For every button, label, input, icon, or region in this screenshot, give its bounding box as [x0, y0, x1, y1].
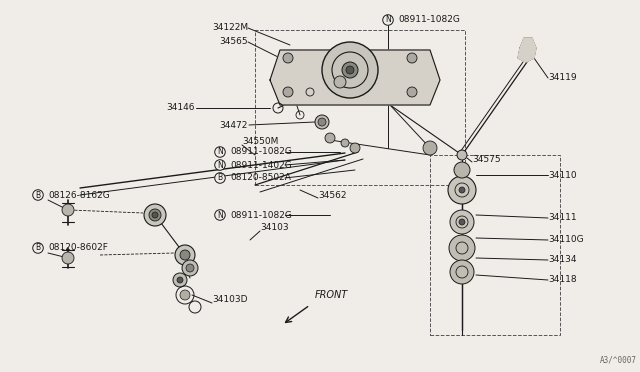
- Text: 34118: 34118: [548, 276, 577, 285]
- Circle shape: [315, 115, 329, 129]
- Circle shape: [283, 53, 293, 63]
- Polygon shape: [270, 50, 440, 105]
- Circle shape: [407, 53, 417, 63]
- Polygon shape: [518, 38, 536, 62]
- Text: 34562: 34562: [318, 190, 346, 199]
- Circle shape: [407, 87, 417, 97]
- Text: A3/^0007: A3/^0007: [600, 356, 637, 365]
- Text: 34110: 34110: [548, 170, 577, 180]
- Circle shape: [322, 42, 378, 98]
- Circle shape: [173, 273, 187, 287]
- Circle shape: [177, 277, 183, 283]
- Text: 34110G: 34110G: [548, 235, 584, 244]
- Circle shape: [325, 133, 335, 143]
- Circle shape: [341, 139, 349, 147]
- Text: 08126-8162G: 08126-8162G: [48, 190, 109, 199]
- Circle shape: [175, 245, 195, 265]
- Text: N: N: [217, 148, 223, 157]
- Text: 34565: 34565: [220, 38, 248, 46]
- Text: 34122M: 34122M: [212, 23, 248, 32]
- Circle shape: [459, 219, 465, 225]
- Circle shape: [459, 187, 465, 193]
- Circle shape: [180, 290, 190, 300]
- Text: 08911-1402G: 08911-1402G: [230, 160, 292, 170]
- Circle shape: [454, 162, 470, 178]
- Text: 34550M: 34550M: [242, 138, 278, 147]
- Circle shape: [144, 204, 166, 226]
- Text: 34103D: 34103D: [212, 295, 248, 305]
- Circle shape: [457, 150, 467, 160]
- Circle shape: [448, 176, 476, 204]
- Circle shape: [180, 250, 190, 260]
- Text: N: N: [217, 160, 223, 170]
- Circle shape: [62, 204, 74, 216]
- Text: B: B: [35, 190, 40, 199]
- Text: 34134: 34134: [548, 256, 577, 264]
- Circle shape: [186, 264, 194, 272]
- Text: 34146: 34146: [166, 103, 195, 112]
- Circle shape: [350, 143, 360, 153]
- Text: 08911-1082G: 08911-1082G: [398, 16, 460, 25]
- Text: FRONT: FRONT: [315, 290, 348, 300]
- Circle shape: [449, 235, 475, 261]
- Circle shape: [450, 210, 474, 234]
- Circle shape: [342, 62, 358, 78]
- Circle shape: [334, 76, 346, 88]
- Circle shape: [450, 260, 474, 284]
- Text: 34103: 34103: [260, 224, 289, 232]
- Circle shape: [346, 66, 354, 74]
- Text: 08120-8602F: 08120-8602F: [48, 244, 108, 253]
- Text: 08120-8502A: 08120-8502A: [230, 173, 291, 183]
- Circle shape: [152, 212, 158, 218]
- Bar: [255, 30, 465, 185]
- Circle shape: [318, 118, 326, 126]
- Text: B: B: [218, 173, 223, 183]
- Circle shape: [423, 141, 437, 155]
- Text: B: B: [35, 244, 40, 253]
- Text: N: N: [385, 16, 391, 25]
- Circle shape: [283, 87, 293, 97]
- Text: 08911-1082G: 08911-1082G: [230, 148, 292, 157]
- Bar: [430, 155, 560, 335]
- Text: 34119: 34119: [548, 74, 577, 83]
- Circle shape: [149, 209, 161, 221]
- Text: 08911-1082G: 08911-1082G: [230, 211, 292, 219]
- Text: 34575: 34575: [472, 155, 500, 164]
- Text: 34111: 34111: [548, 214, 577, 222]
- Circle shape: [62, 252, 74, 264]
- Circle shape: [182, 260, 198, 276]
- Text: 34472: 34472: [220, 121, 248, 129]
- Text: N: N: [217, 211, 223, 219]
